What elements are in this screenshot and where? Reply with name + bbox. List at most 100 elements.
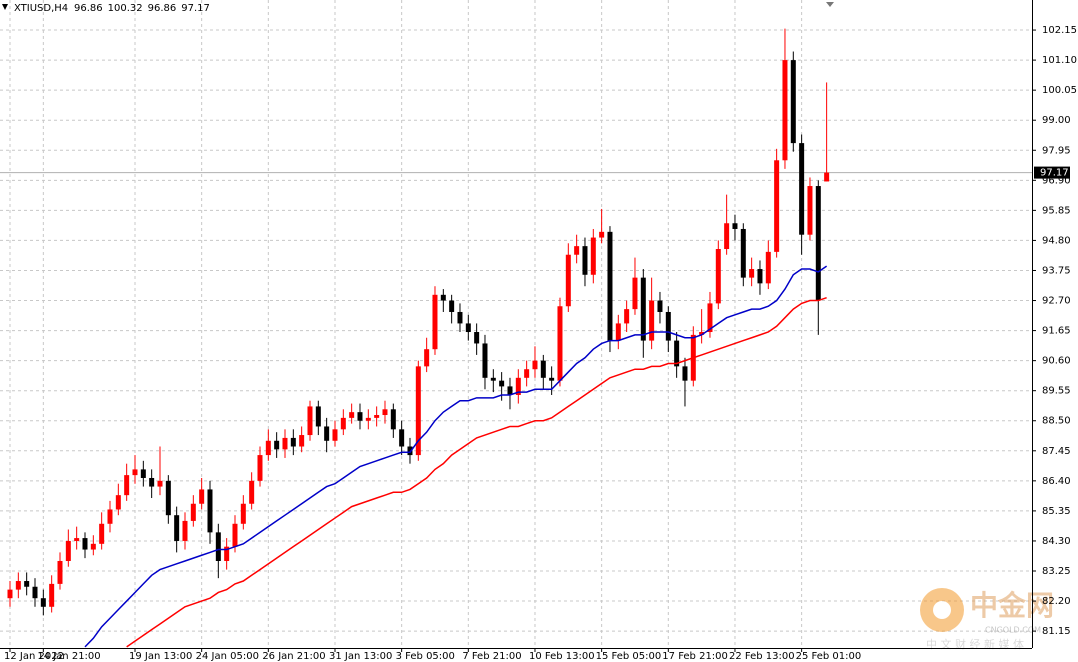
candle-body — [574, 246, 580, 255]
y-tick-label: 91.65 — [1042, 326, 1071, 337]
candle-body — [707, 303, 713, 333]
candle-body — [332, 429, 338, 441]
candle-body — [424, 349, 430, 367]
y-tick-label: 100.05 — [1042, 85, 1077, 96]
candle-body — [390, 409, 396, 430]
candle-body — [532, 360, 538, 370]
candle-body — [315, 406, 321, 427]
candle-body — [440, 294, 446, 301]
candle-body — [732, 223, 738, 229]
candle-body — [415, 366, 421, 456]
candle-body — [90, 543, 96, 550]
candle-body — [82, 538, 88, 550]
candle-body — [799, 143, 805, 235]
candle-body — [174, 515, 180, 541]
candle-body — [399, 429, 405, 447]
candle-body — [290, 437, 296, 447]
candle-body — [382, 409, 388, 416]
candle-body — [724, 223, 730, 250]
candle-body — [124, 475, 130, 496]
candle-body — [740, 228, 746, 278]
watermark-brand: 中金网 — [970, 589, 1054, 622]
y-tick-label: 89.55 — [1042, 386, 1071, 397]
candle-body — [632, 277, 638, 310]
x-tick-label: 15 Feb 05:00 — [596, 651, 662, 662]
plot — [0, 28, 1032, 648]
watermark: 中金网 CNGOLD.COM 中 文 财 经 新 媒 体 — [920, 588, 1054, 651]
moving-average-line — [84, 265, 828, 648]
candle-body — [599, 231, 605, 238]
candle-body — [357, 412, 363, 421]
y-tick-label: 99.00 — [1042, 115, 1071, 126]
y-tick-label: 96.90 — [1042, 175, 1071, 186]
candle-body — [807, 186, 813, 235]
y-tick-label: 83.25 — [1042, 566, 1071, 577]
candle-body — [774, 160, 780, 252]
x-tick-label: 14 Jan 21:00 — [37, 651, 100, 662]
candle-body — [190, 503, 196, 521]
candle-body — [99, 523, 105, 544]
candle-body — [157, 480, 163, 487]
candle-body — [282, 437, 288, 450]
candle-body — [790, 60, 796, 144]
candle-body — [607, 231, 613, 341]
y-tick-label: 82.20 — [1042, 596, 1071, 607]
candle-body — [699, 332, 705, 335]
candle-body — [432, 294, 438, 350]
watermark-site: CNGOLD.COM — [985, 626, 1041, 635]
candle-body — [474, 332, 480, 344]
x-tick-label: 17 Feb 21:00 — [662, 651, 728, 662]
y-tick-label: 88.50 — [1042, 416, 1071, 427]
candle-body — [665, 311, 671, 341]
x-tick-label: 24 Jan 05:00 — [196, 651, 259, 662]
y-tick-label: 84.30 — [1042, 536, 1071, 547]
header-value: 96.86 — [74, 3, 103, 14]
candle-body — [274, 440, 280, 450]
candle-body — [15, 581, 21, 590]
y-tick-label: 95.85 — [1042, 205, 1071, 216]
y-tick-label: 87.45 — [1042, 446, 1071, 457]
y-tick-label: 81.15 — [1042, 626, 1071, 637]
x-tick-label: 26 Jan 21:00 — [262, 651, 325, 662]
candle-body — [224, 546, 230, 561]
header-symbol: XTIUSD,H4 — [14, 3, 68, 14]
candle-body — [482, 343, 488, 378]
header-value: 97.17 — [181, 3, 210, 14]
candle-body — [232, 523, 238, 547]
candle-body — [74, 538, 80, 541]
candle-body — [582, 246, 588, 275]
candle-body — [407, 446, 413, 456]
header-values: 96.86 100.32 96.86 97.17 — [74, 3, 210, 14]
candle-body — [107, 509, 113, 524]
candle-body — [40, 598, 46, 607]
candle-body — [349, 412, 355, 418]
x-tick-label: 10 Feb 13:00 — [529, 651, 595, 662]
candle-body — [649, 300, 655, 341]
candle-body — [815, 186, 821, 301]
header-value: 96.86 — [148, 3, 177, 14]
y-tick-label: 101.10 — [1042, 55, 1077, 66]
candle-body — [465, 323, 471, 333]
candle-body — [615, 323, 621, 341]
candle-body — [782, 60, 788, 161]
candle-body — [165, 480, 171, 516]
last-price-box — [1034, 166, 1070, 179]
candle-body — [499, 380, 505, 387]
candle-body — [299, 435, 305, 447]
candle-body — [249, 480, 255, 504]
candle-body — [240, 503, 246, 524]
candle-body — [115, 495, 121, 510]
candle-body — [765, 251, 771, 284]
candle-body — [49, 583, 55, 607]
candle-body — [149, 477, 155, 487]
candle-body — [24, 581, 30, 587]
candle-body — [57, 560, 63, 584]
candle-body — [307, 406, 313, 436]
y-tick-label: 93.75 — [1042, 265, 1071, 276]
y-tick-label: 90.60 — [1042, 356, 1071, 367]
candle-body — [674, 340, 680, 367]
candle-body — [265, 440, 271, 456]
candle-body — [457, 311, 463, 324]
candle-body — [515, 377, 521, 395]
